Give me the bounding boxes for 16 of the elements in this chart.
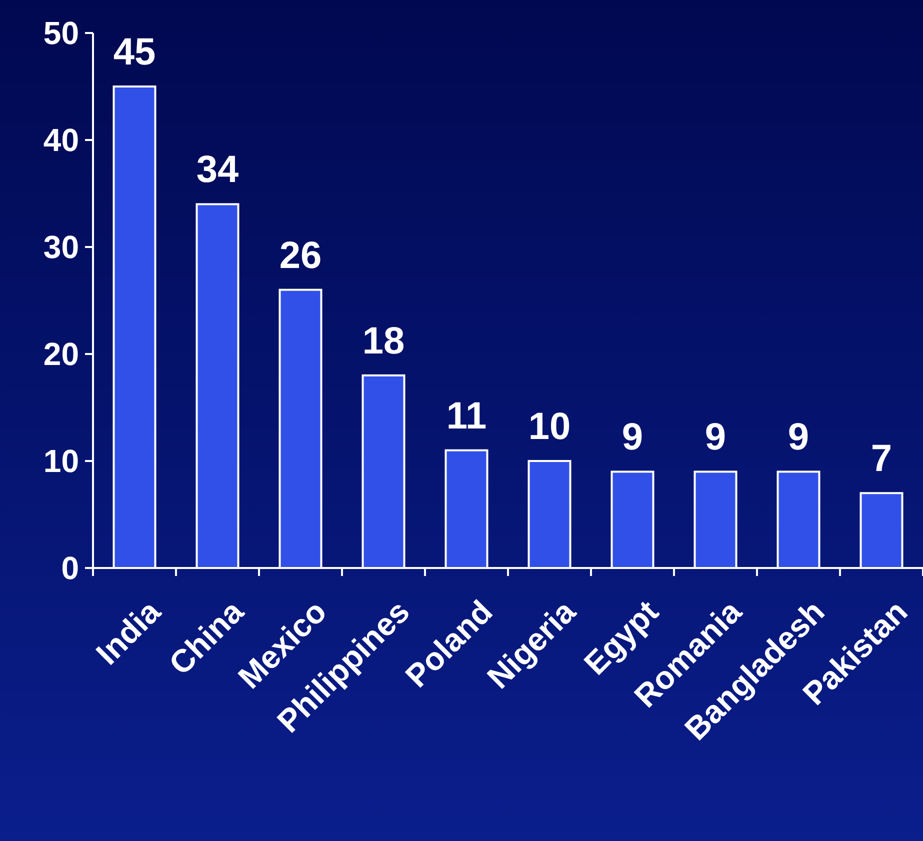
data-label: 11 <box>446 395 487 438</box>
y-tick-label: 10 <box>43 443 79 480</box>
data-label: 45 <box>113 32 156 74</box>
data-label: 9 <box>622 416 644 459</box>
data-label: 9 <box>788 416 810 459</box>
y-tick-label: 50 <box>43 15 79 52</box>
data-label: 9 <box>704 416 726 459</box>
y-tick-label: 20 <box>43 336 79 372</box>
data-label: 34 <box>196 149 239 192</box>
data-label: 10 <box>528 406 571 448</box>
y-tick-label: 0 <box>61 550 79 586</box>
data-label: 18 <box>362 320 405 362</box>
y-tick-label: 40 <box>43 122 79 158</box>
y-tick-label: 30 <box>43 229 79 266</box>
data-label: 7 <box>870 438 892 480</box>
data-label: 26 <box>279 234 322 277</box>
